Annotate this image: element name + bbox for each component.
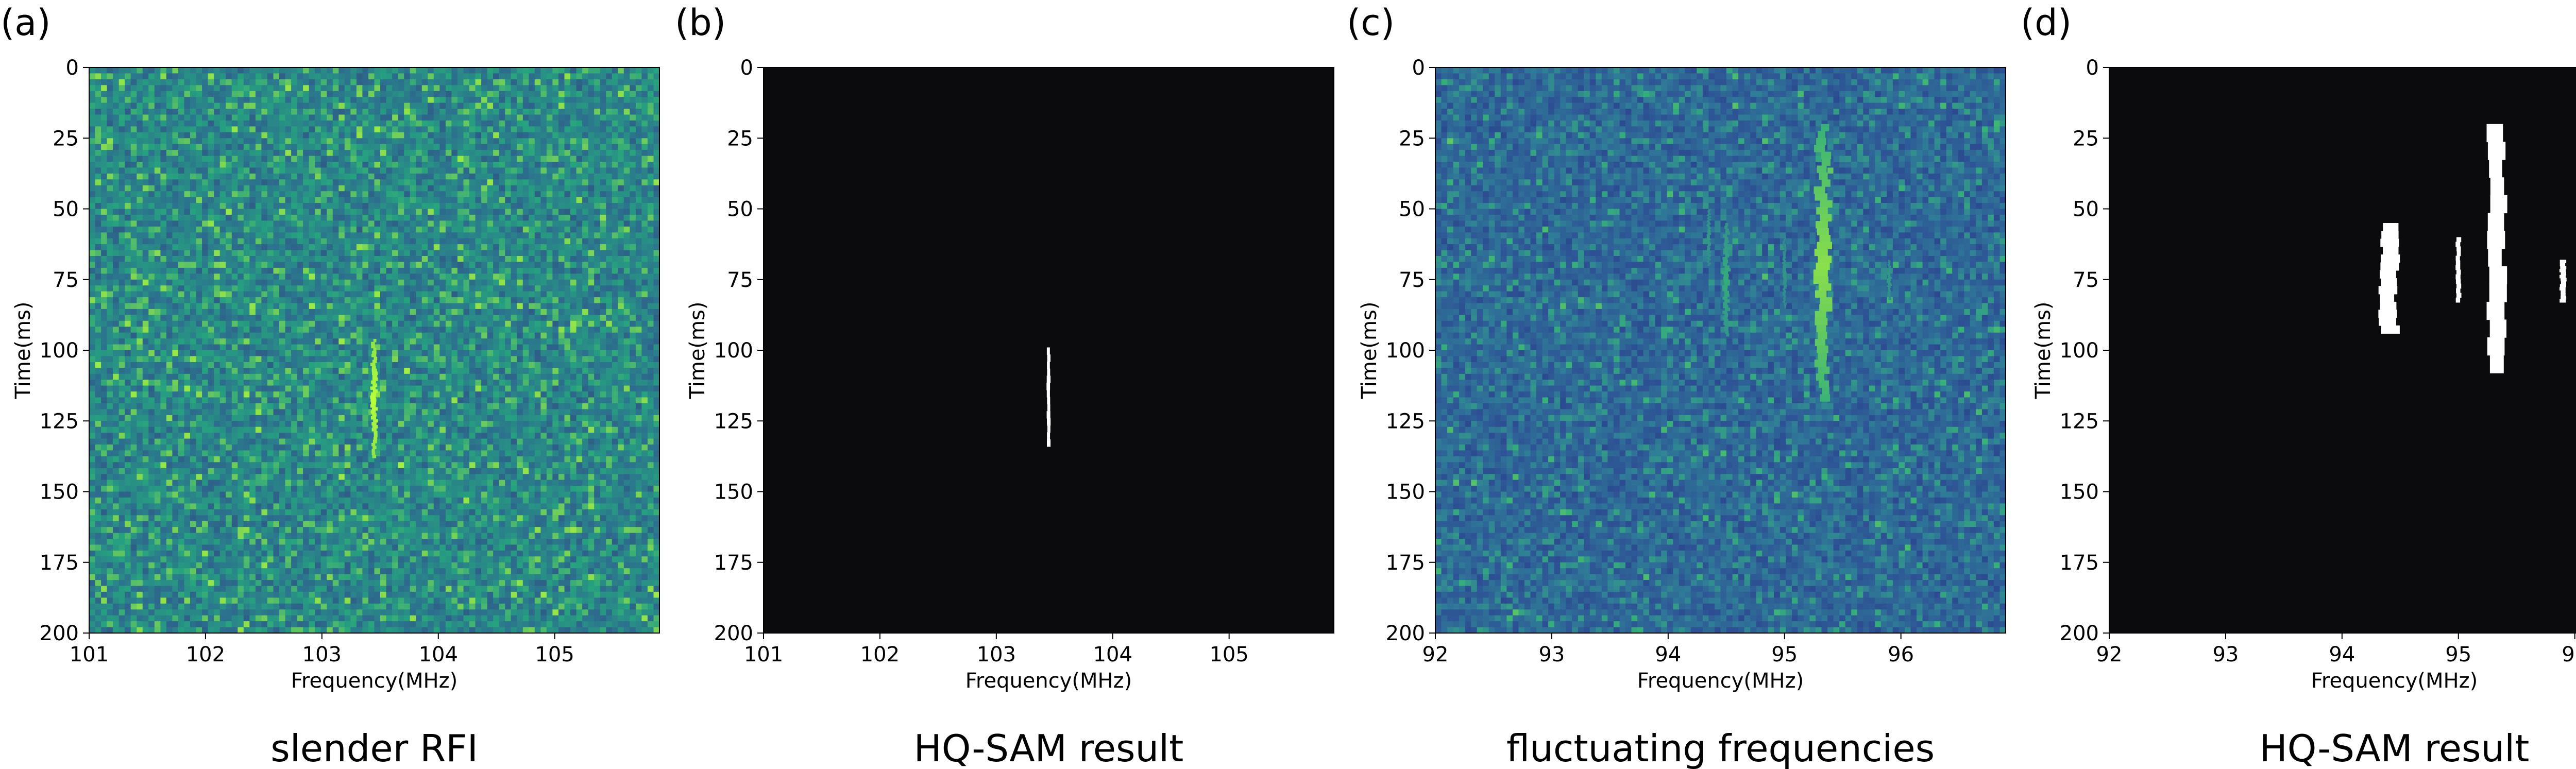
y-tick-label: 100	[40, 339, 79, 363]
x-axis-label: Frequency(MHz)	[291, 669, 457, 693]
y-tick-label: 75	[1399, 268, 1425, 292]
y-tick-label: 125	[40, 409, 79, 433]
rfi-feature-1	[1722, 223, 1731, 337]
y-tick-label: 125	[2060, 409, 2099, 433]
x-tick-label: 105	[1209, 643, 1248, 667]
x-axis-label: Frequency(MHz)	[1637, 669, 1804, 693]
y-axis-label: Time(ms)	[11, 302, 35, 400]
x-tick-label: 104	[419, 643, 458, 667]
y-tick-label: 200	[2060, 622, 2099, 645]
heatmap-noise	[89, 67, 659, 633]
y-tick-label: 25	[1399, 127, 1425, 150]
x-tick-label: 92	[1422, 643, 1449, 667]
mask-region-0	[1046, 347, 1051, 447]
x-tick-label: 96	[1888, 643, 1914, 667]
y-tick-label: 50	[2073, 198, 2099, 221]
y-tick-label: 150	[40, 481, 79, 504]
plot-area	[1435, 67, 2006, 633]
x-axis-label: Frequency(MHz)	[2311, 669, 2478, 693]
y-tick-label: 50	[53, 198, 79, 221]
x-tick-label: 103	[302, 643, 342, 667]
y-tick-label: 175	[2060, 551, 2099, 575]
panel-letter: (a)	[1, 2, 51, 44]
y-tick-label: 125	[1386, 409, 1425, 433]
y-tick-label: 200	[1386, 622, 1425, 645]
y-tick-label: 175	[40, 551, 79, 575]
y-axis-label: Time(ms)	[686, 302, 709, 400]
y-axis-label: Time(ms)	[1358, 302, 1381, 400]
mask-region-0	[2378, 223, 2400, 334]
plot-area	[764, 67, 1334, 633]
y-tick-label: 75	[727, 268, 753, 292]
x-tick-label: 103	[977, 643, 1016, 667]
x-tick-label: 92	[2096, 643, 2123, 667]
panel-letter: (c)	[1347, 2, 1395, 44]
y-tick-label: 50	[1399, 198, 1425, 221]
y-tick-label: 0	[740, 56, 753, 80]
panel-caption: slender RFI	[270, 727, 478, 769]
panel-caption: HQ-SAM result	[914, 727, 1184, 769]
y-tick-label: 150	[1386, 481, 1425, 504]
x-tick-label: 105	[535, 643, 574, 667]
rfi-feature-0	[370, 339, 378, 458]
x-tick-label: 95	[1771, 643, 1798, 667]
panel-letter: (d)	[2021, 2, 2072, 44]
x-tick-label: 94	[1655, 643, 1681, 667]
y-tick-label: 100	[2060, 339, 2099, 363]
mask-region-3	[2559, 260, 2567, 303]
y-tick-label: 25	[727, 127, 753, 150]
y-tick-label: 0	[1412, 56, 1425, 80]
rfi-feature-0	[1813, 124, 1833, 402]
panel-caption: HQ-SAM result	[2260, 727, 2530, 769]
y-tick-label: 150	[2060, 481, 2099, 504]
plot-area	[89, 67, 659, 633]
heatmap-noise	[1435, 67, 2006, 633]
rfi-feature-3	[1782, 237, 1787, 309]
y-tick-label: 50	[727, 198, 753, 221]
y-tick-label: 125	[714, 409, 753, 433]
y-tick-label: 25	[2073, 127, 2099, 150]
y-tick-label: 0	[2086, 56, 2099, 80]
x-tick-label: 102	[186, 643, 225, 667]
mask-region-2	[2455, 237, 2462, 303]
rfi-feature-4	[1886, 260, 1892, 300]
y-tick-label: 175	[1386, 551, 1425, 575]
y-axis-label: Time(ms)	[2031, 302, 2055, 400]
panel-caption: fluctuating frequencies	[1506, 727, 1935, 769]
y-tick-label: 25	[53, 127, 79, 150]
mask-background	[2109, 67, 2576, 633]
x-tick-label: 96	[2562, 643, 2576, 667]
y-tick-label: 100	[714, 339, 753, 363]
x-tick-label: 102	[860, 643, 900, 667]
x-tick-label: 93	[2212, 643, 2239, 667]
x-tick-label: 94	[2329, 643, 2355, 667]
rfi-feature-2	[1706, 209, 1711, 266]
panel-letter: (b)	[675, 2, 726, 44]
y-tick-label: 100	[1386, 339, 1425, 363]
mask-region-1	[2486, 124, 2507, 373]
x-tick-label: 93	[1538, 643, 1565, 667]
x-axis-label: Frequency(MHz)	[965, 669, 1132, 693]
y-tick-label: 0	[66, 56, 79, 80]
y-tick-label: 200	[714, 622, 753, 645]
x-tick-label: 95	[2445, 643, 2471, 667]
x-tick-label: 101	[744, 643, 783, 667]
x-tick-label: 104	[1093, 643, 1132, 667]
y-tick-label: 150	[714, 481, 753, 504]
y-tick-label: 175	[714, 551, 753, 575]
x-tick-label: 101	[70, 643, 109, 667]
plot-area	[2109, 67, 2576, 633]
y-tick-label: 75	[53, 268, 79, 292]
y-tick-label: 200	[40, 622, 79, 645]
y-tick-label: 75	[2073, 268, 2099, 292]
